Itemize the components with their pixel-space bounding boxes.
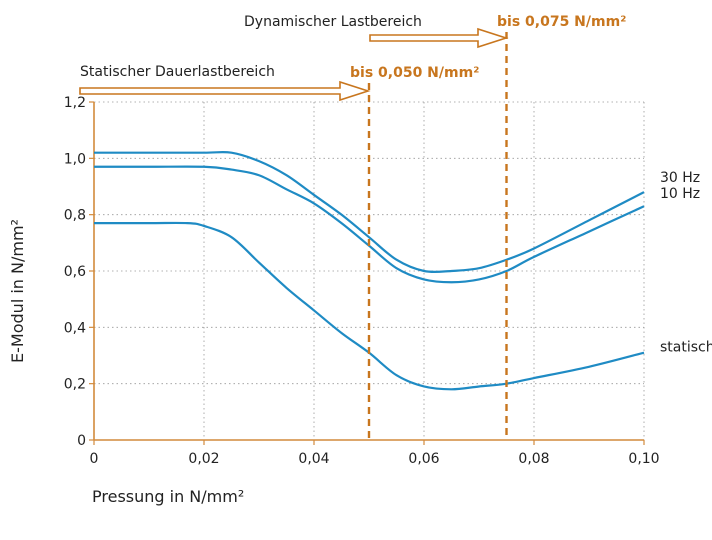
annotation-text-1: Statischer Dauerlastbereich (80, 64, 275, 80)
series-line-3 (94, 221, 645, 391)
limit-label-1: bis 0,050 N/mm² (350, 65, 479, 81)
annotation-arrow-1 (79, 80, 371, 102)
series-line-1 (94, 150, 645, 274)
y-tick-label: 1,2 (64, 95, 86, 111)
limit-label-2: bis 0,075 N/mm² (497, 14, 626, 30)
y-tick-label: 0,4 (64, 320, 86, 336)
series-label-1: 30 Hz (660, 170, 700, 186)
x-tick-label: 0 (90, 451, 99, 467)
y-tick-label: 0 (77, 433, 86, 449)
y-tick-label: 0,6 (64, 264, 86, 280)
y-tick-label: 0,2 (64, 377, 86, 393)
x-tick-label: 0,08 (518, 451, 549, 467)
x-axis-label: Pressung in N/mm² (92, 487, 244, 506)
series-label-3: statisch (660, 340, 712, 356)
x-tick-label: 0,10 (628, 451, 659, 467)
y-tick-label: 0,8 (64, 208, 86, 224)
x-tick-label: 0,06 (408, 451, 439, 467)
x-tick-label: 0,04 (298, 451, 329, 467)
y-tick-label: 1,0 (64, 151, 86, 167)
x-tick-label: 0,02 (188, 451, 219, 467)
annotation-text-2: Dynamischer Lastbereich (244, 14, 422, 30)
y-axis-label: E-Modul in N/mm² (8, 219, 27, 363)
series-label-2: 10 Hz (660, 186, 700, 202)
annotation-arrow-2 (369, 27, 509, 49)
